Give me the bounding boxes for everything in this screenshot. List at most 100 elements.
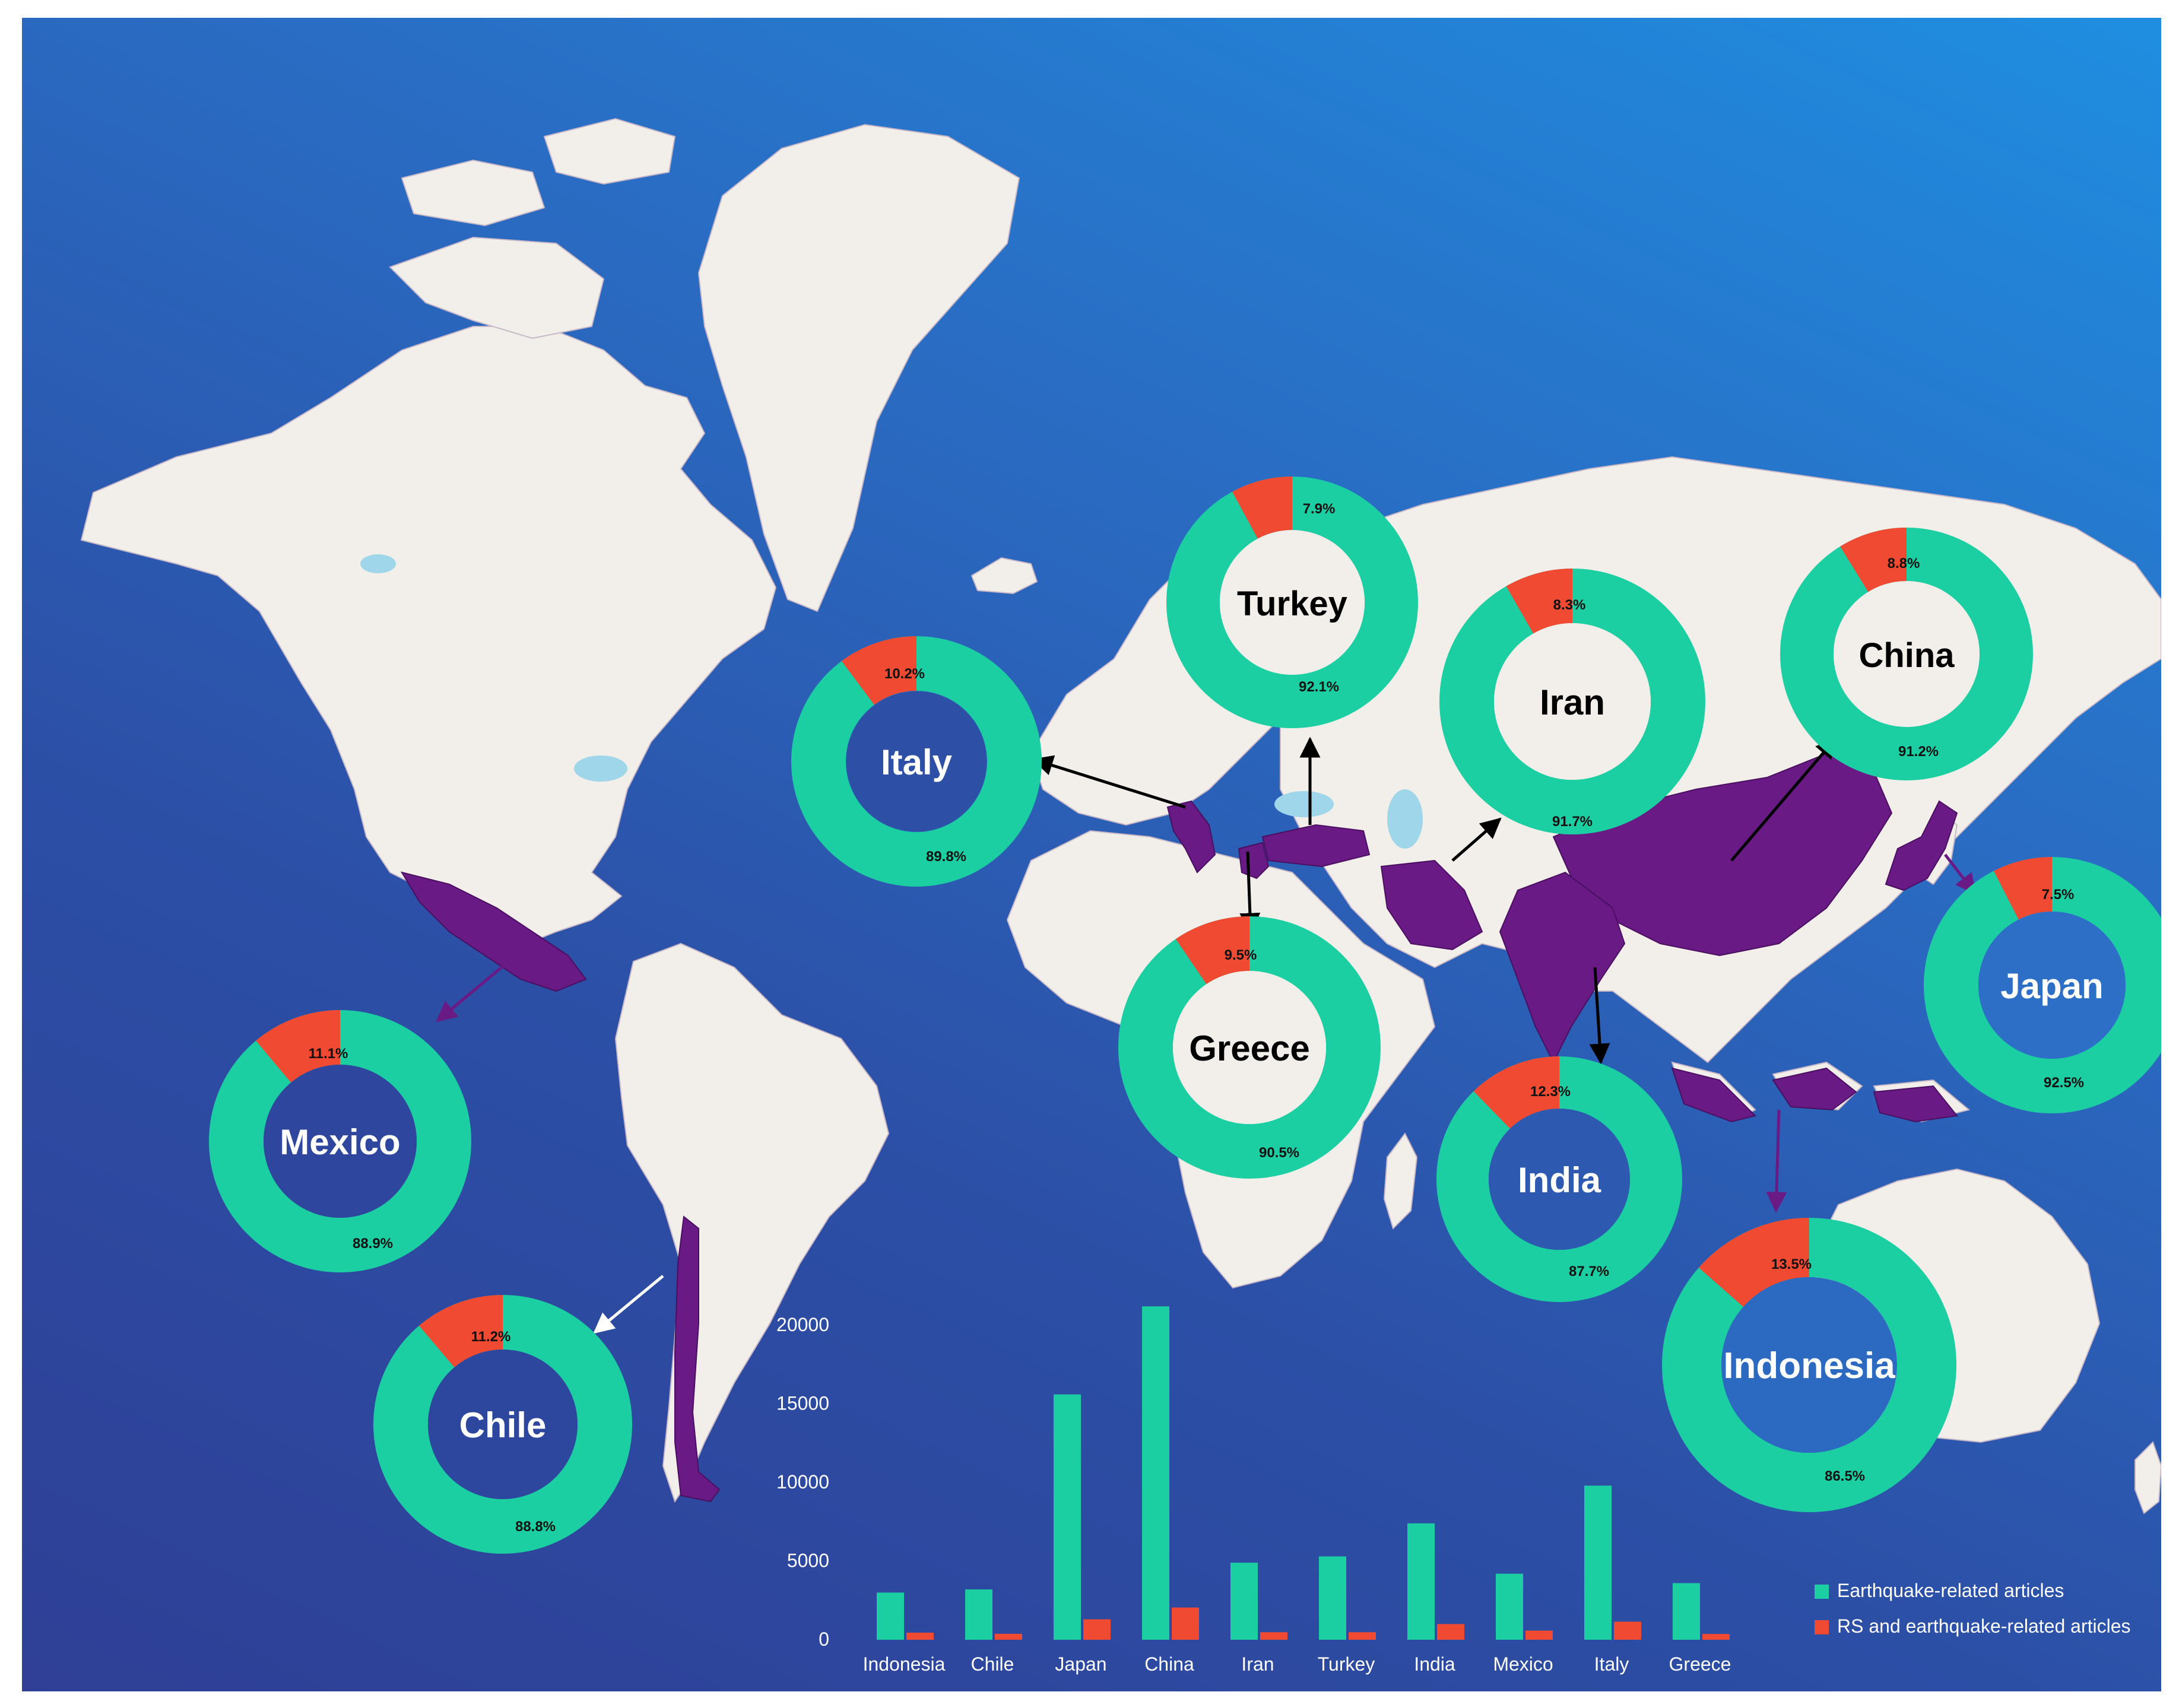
arrow-chile (593, 1275, 664, 1334)
donut-rs-pct: 9.5% (1225, 947, 1257, 963)
bar-rs-china (1172, 1607, 1199, 1640)
bar-earthquake-italy (1584, 1485, 1612, 1640)
donut-country-label: Greece (1189, 1028, 1310, 1068)
donut-main-pct: 87.7% (1569, 1263, 1609, 1280)
donut-hole (1489, 1109, 1630, 1250)
donut-chile: Chile 11.2% 88.8% (373, 1295, 632, 1554)
y-tick-label: 0 (819, 1628, 829, 1650)
donut-hole (428, 1350, 578, 1499)
lake-great-lakes (574, 755, 627, 782)
highlight-italy (1166, 800, 1216, 874)
bar-earthquake-china (1142, 1306, 1169, 1640)
bar-rs-india (1437, 1624, 1464, 1640)
y-tick-label: 20000 (776, 1314, 829, 1335)
donut-rs-pct: 12.3% (1530, 1084, 1571, 1100)
donut-hole (1220, 530, 1365, 675)
bar-rs-mexico (1525, 1630, 1553, 1640)
x-tick-label: Indonesia (863, 1653, 946, 1675)
donut-rs-pct: 8.3% (1553, 597, 1586, 613)
donut-main-pct: 88.9% (353, 1236, 393, 1252)
highlight-turkey (1261, 824, 1371, 868)
x-tick-label: Italy (1594, 1653, 1629, 1675)
x-tick-label: Chile (971, 1653, 1014, 1675)
donut-country-label: India (1518, 1160, 1601, 1200)
arrow-indonesia (1766, 1109, 1787, 1213)
donut-china: China 8.8% 91.2% (1780, 528, 2033, 780)
bar-earthquake-iran (1230, 1563, 1258, 1640)
arrow-india (1589, 967, 1610, 1065)
donut-rs-pct: 13.5% (1771, 1256, 1812, 1272)
donut-hole (1721, 1277, 1897, 1453)
bar-earthquake-indonesia (877, 1592, 904, 1640)
donut-india: India 12.3% 87.7% (1436, 1056, 1682, 1302)
y-axis-ticks: 0 5000 10000 15000 20000 (776, 1314, 829, 1650)
highlight-chile (674, 1215, 721, 1503)
bar-rs-greece (1702, 1634, 1730, 1640)
donut-rs-pct: 10.2% (884, 666, 925, 682)
sea-black (1274, 791, 1334, 817)
donut-hole (1978, 912, 2126, 1059)
donut-country-label: China (1858, 636, 1955, 675)
donut-main-pct: 90.5% (1259, 1145, 1299, 1161)
world-map: Turkey 7.9% 92.1% Iran 8.3% 91.7% China … (80, 118, 2161, 1675)
highlight-iran (1380, 859, 1483, 951)
donut-rs-slice (1175, 916, 1251, 985)
x-tick-label: India (1414, 1653, 1455, 1675)
y-tick-label: 15000 (776, 1393, 829, 1414)
arrow-italy (1032, 755, 1186, 809)
donut-main-pct: 92.5% (2044, 1075, 2084, 1091)
donut-country-label: Chile (459, 1405, 547, 1445)
y-tick-label: 5000 (787, 1550, 829, 1572)
donut-iran: Iran 8.3% 91.7% (1439, 569, 1705, 834)
donut-rs-pct: 8.8% (1888, 555, 1920, 572)
bar-earthquake-japan (1054, 1394, 1081, 1640)
bar-earthquake-turkey (1319, 1556, 1346, 1640)
donut-rs-slice (1232, 477, 1293, 539)
land-greenland (697, 123, 1020, 612)
donut-country-label: Italy (881, 742, 953, 782)
x-tick-label: Mexico (1493, 1653, 1553, 1675)
donut-rs-slice (256, 1010, 341, 1083)
donut-country-label: Turkey (1237, 585, 1347, 623)
donut-main-pct: 89.8% (926, 849, 966, 865)
land-arctic-islands (389, 118, 676, 339)
chart-legend: Earthquake-related articles RS and earth… (1815, 1580, 2131, 1637)
donut-rs-slice (1993, 857, 2053, 920)
legend-swatch-earthquake (1815, 1585, 1829, 1599)
donut-rs-slice (841, 636, 918, 706)
donut-hole (1173, 971, 1326, 1124)
donut-rs-pct: 11.2% (471, 1329, 511, 1345)
land-new-zealand (2134, 1441, 2161, 1515)
x-tick-label: Japan (1055, 1653, 1106, 1675)
bar-rs-iran (1260, 1632, 1287, 1640)
donut-rs-slice (1506, 569, 1574, 634)
arrow-china (1730, 737, 1837, 862)
donut-country-label: Japan (2000, 966, 2103, 1006)
arrow-mexico (436, 960, 510, 1023)
land-north-america (80, 326, 777, 944)
bar-earthquake-mexico (1496, 1573, 1523, 1640)
donut-italy: Italy 10.2% 89.8% (791, 636, 1042, 887)
x-tick-label: Iran (1241, 1653, 1274, 1675)
donut-country-label: Mexico (280, 1122, 400, 1162)
highlight-greece (1238, 842, 1270, 880)
donut-main-pct: 91.7% (1552, 814, 1593, 830)
donut-hole (846, 691, 987, 831)
bar-rs-italy (1614, 1621, 1641, 1640)
bar-earthquake-greece (1673, 1583, 1700, 1640)
x-tick-label: China (1144, 1653, 1194, 1675)
bar-earthquake-chile (965, 1589, 992, 1640)
highlight-indonesia (1671, 1067, 1958, 1123)
donut-mexico: Mexico 11.1% 88.9% (209, 1010, 471, 1272)
bar-rs-chile (995, 1633, 1022, 1640)
donut-rs-slice (1698, 1218, 1810, 1308)
x-tick-label: Turkey (1318, 1653, 1375, 1675)
y-tick-label: 10000 (776, 1471, 829, 1493)
legend-label-earthquake: Earthquake-related articles (1837, 1580, 2064, 1601)
donut-rs-pct: 11.1% (309, 1046, 348, 1062)
arrow-iran (1451, 817, 1502, 862)
donut-turkey: Turkey 7.9% 92.1% (1166, 477, 1418, 728)
sea-caspian (1387, 789, 1423, 849)
bar-rs-turkey (1349, 1632, 1376, 1640)
bar-rs-japan (1083, 1619, 1111, 1640)
